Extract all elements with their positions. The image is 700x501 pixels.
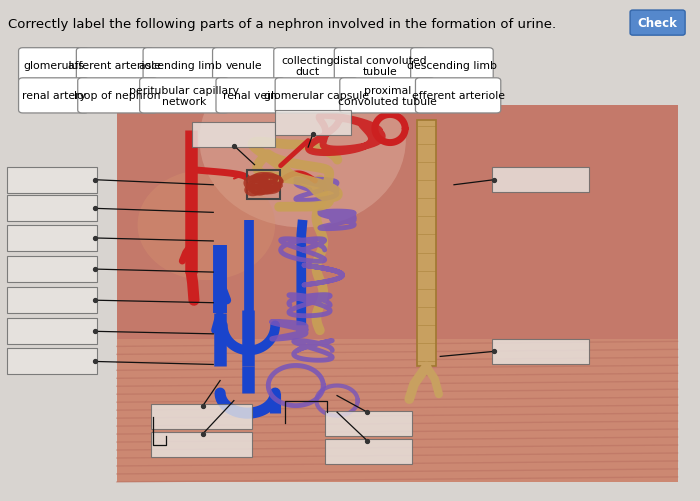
FancyBboxPatch shape bbox=[6, 319, 97, 345]
Ellipse shape bbox=[138, 170, 275, 281]
FancyBboxPatch shape bbox=[6, 196, 97, 222]
FancyBboxPatch shape bbox=[335, 49, 425, 84]
FancyBboxPatch shape bbox=[76, 49, 153, 84]
FancyBboxPatch shape bbox=[416, 79, 500, 114]
Text: afferent arteriole: afferent arteriole bbox=[69, 61, 161, 71]
Text: proximal
convoluted tubule: proximal convoluted tubule bbox=[338, 86, 437, 107]
FancyBboxPatch shape bbox=[630, 11, 685, 36]
Text: loop of nephron: loop of nephron bbox=[74, 91, 161, 101]
Text: renal artery: renal artery bbox=[22, 91, 85, 101]
Bar bbox=[247, 171, 280, 200]
FancyBboxPatch shape bbox=[275, 79, 358, 114]
Text: glomerulus: glomerulus bbox=[23, 61, 84, 71]
FancyBboxPatch shape bbox=[151, 404, 252, 429]
FancyBboxPatch shape bbox=[151, 432, 252, 457]
Bar bbox=[416, 121, 436, 367]
Text: efferent arteriole: efferent arteriole bbox=[412, 91, 505, 101]
FancyBboxPatch shape bbox=[6, 257, 97, 283]
FancyBboxPatch shape bbox=[492, 168, 589, 193]
FancyBboxPatch shape bbox=[6, 349, 97, 375]
Text: Correctly label the following parts of a nephron involved in the formation of ur: Correctly label the following parts of a… bbox=[8, 18, 556, 31]
Text: ascending limb: ascending limb bbox=[139, 61, 223, 71]
Bar bbox=[117, 106, 678, 339]
FancyBboxPatch shape bbox=[275, 111, 351, 136]
FancyBboxPatch shape bbox=[193, 123, 276, 148]
FancyBboxPatch shape bbox=[143, 49, 218, 84]
Text: glomerular capsule: glomerular capsule bbox=[264, 91, 369, 101]
Bar bbox=[117, 339, 678, 482]
FancyBboxPatch shape bbox=[492, 339, 589, 364]
FancyBboxPatch shape bbox=[326, 411, 412, 436]
FancyBboxPatch shape bbox=[274, 49, 341, 84]
FancyBboxPatch shape bbox=[6, 225, 97, 252]
FancyBboxPatch shape bbox=[78, 79, 158, 114]
Text: Check: Check bbox=[638, 17, 678, 30]
FancyBboxPatch shape bbox=[6, 167, 97, 193]
Text: distal convoluted
tubule: distal convoluted tubule bbox=[333, 56, 426, 77]
FancyBboxPatch shape bbox=[139, 79, 229, 114]
FancyBboxPatch shape bbox=[411, 49, 494, 84]
Text: collecting
duct: collecting duct bbox=[281, 56, 334, 77]
FancyBboxPatch shape bbox=[19, 79, 89, 114]
FancyBboxPatch shape bbox=[213, 49, 276, 84]
FancyBboxPatch shape bbox=[326, 439, 412, 464]
FancyBboxPatch shape bbox=[19, 49, 89, 84]
Text: peritubular capillary
network: peritubular capillary network bbox=[130, 86, 239, 107]
Ellipse shape bbox=[199, 53, 406, 228]
Text: renal vein: renal vein bbox=[223, 91, 277, 101]
Text: descending limb: descending limb bbox=[407, 61, 497, 71]
Text: venule: venule bbox=[226, 61, 262, 71]
FancyBboxPatch shape bbox=[216, 79, 285, 114]
FancyBboxPatch shape bbox=[6, 288, 97, 314]
FancyBboxPatch shape bbox=[340, 79, 435, 114]
